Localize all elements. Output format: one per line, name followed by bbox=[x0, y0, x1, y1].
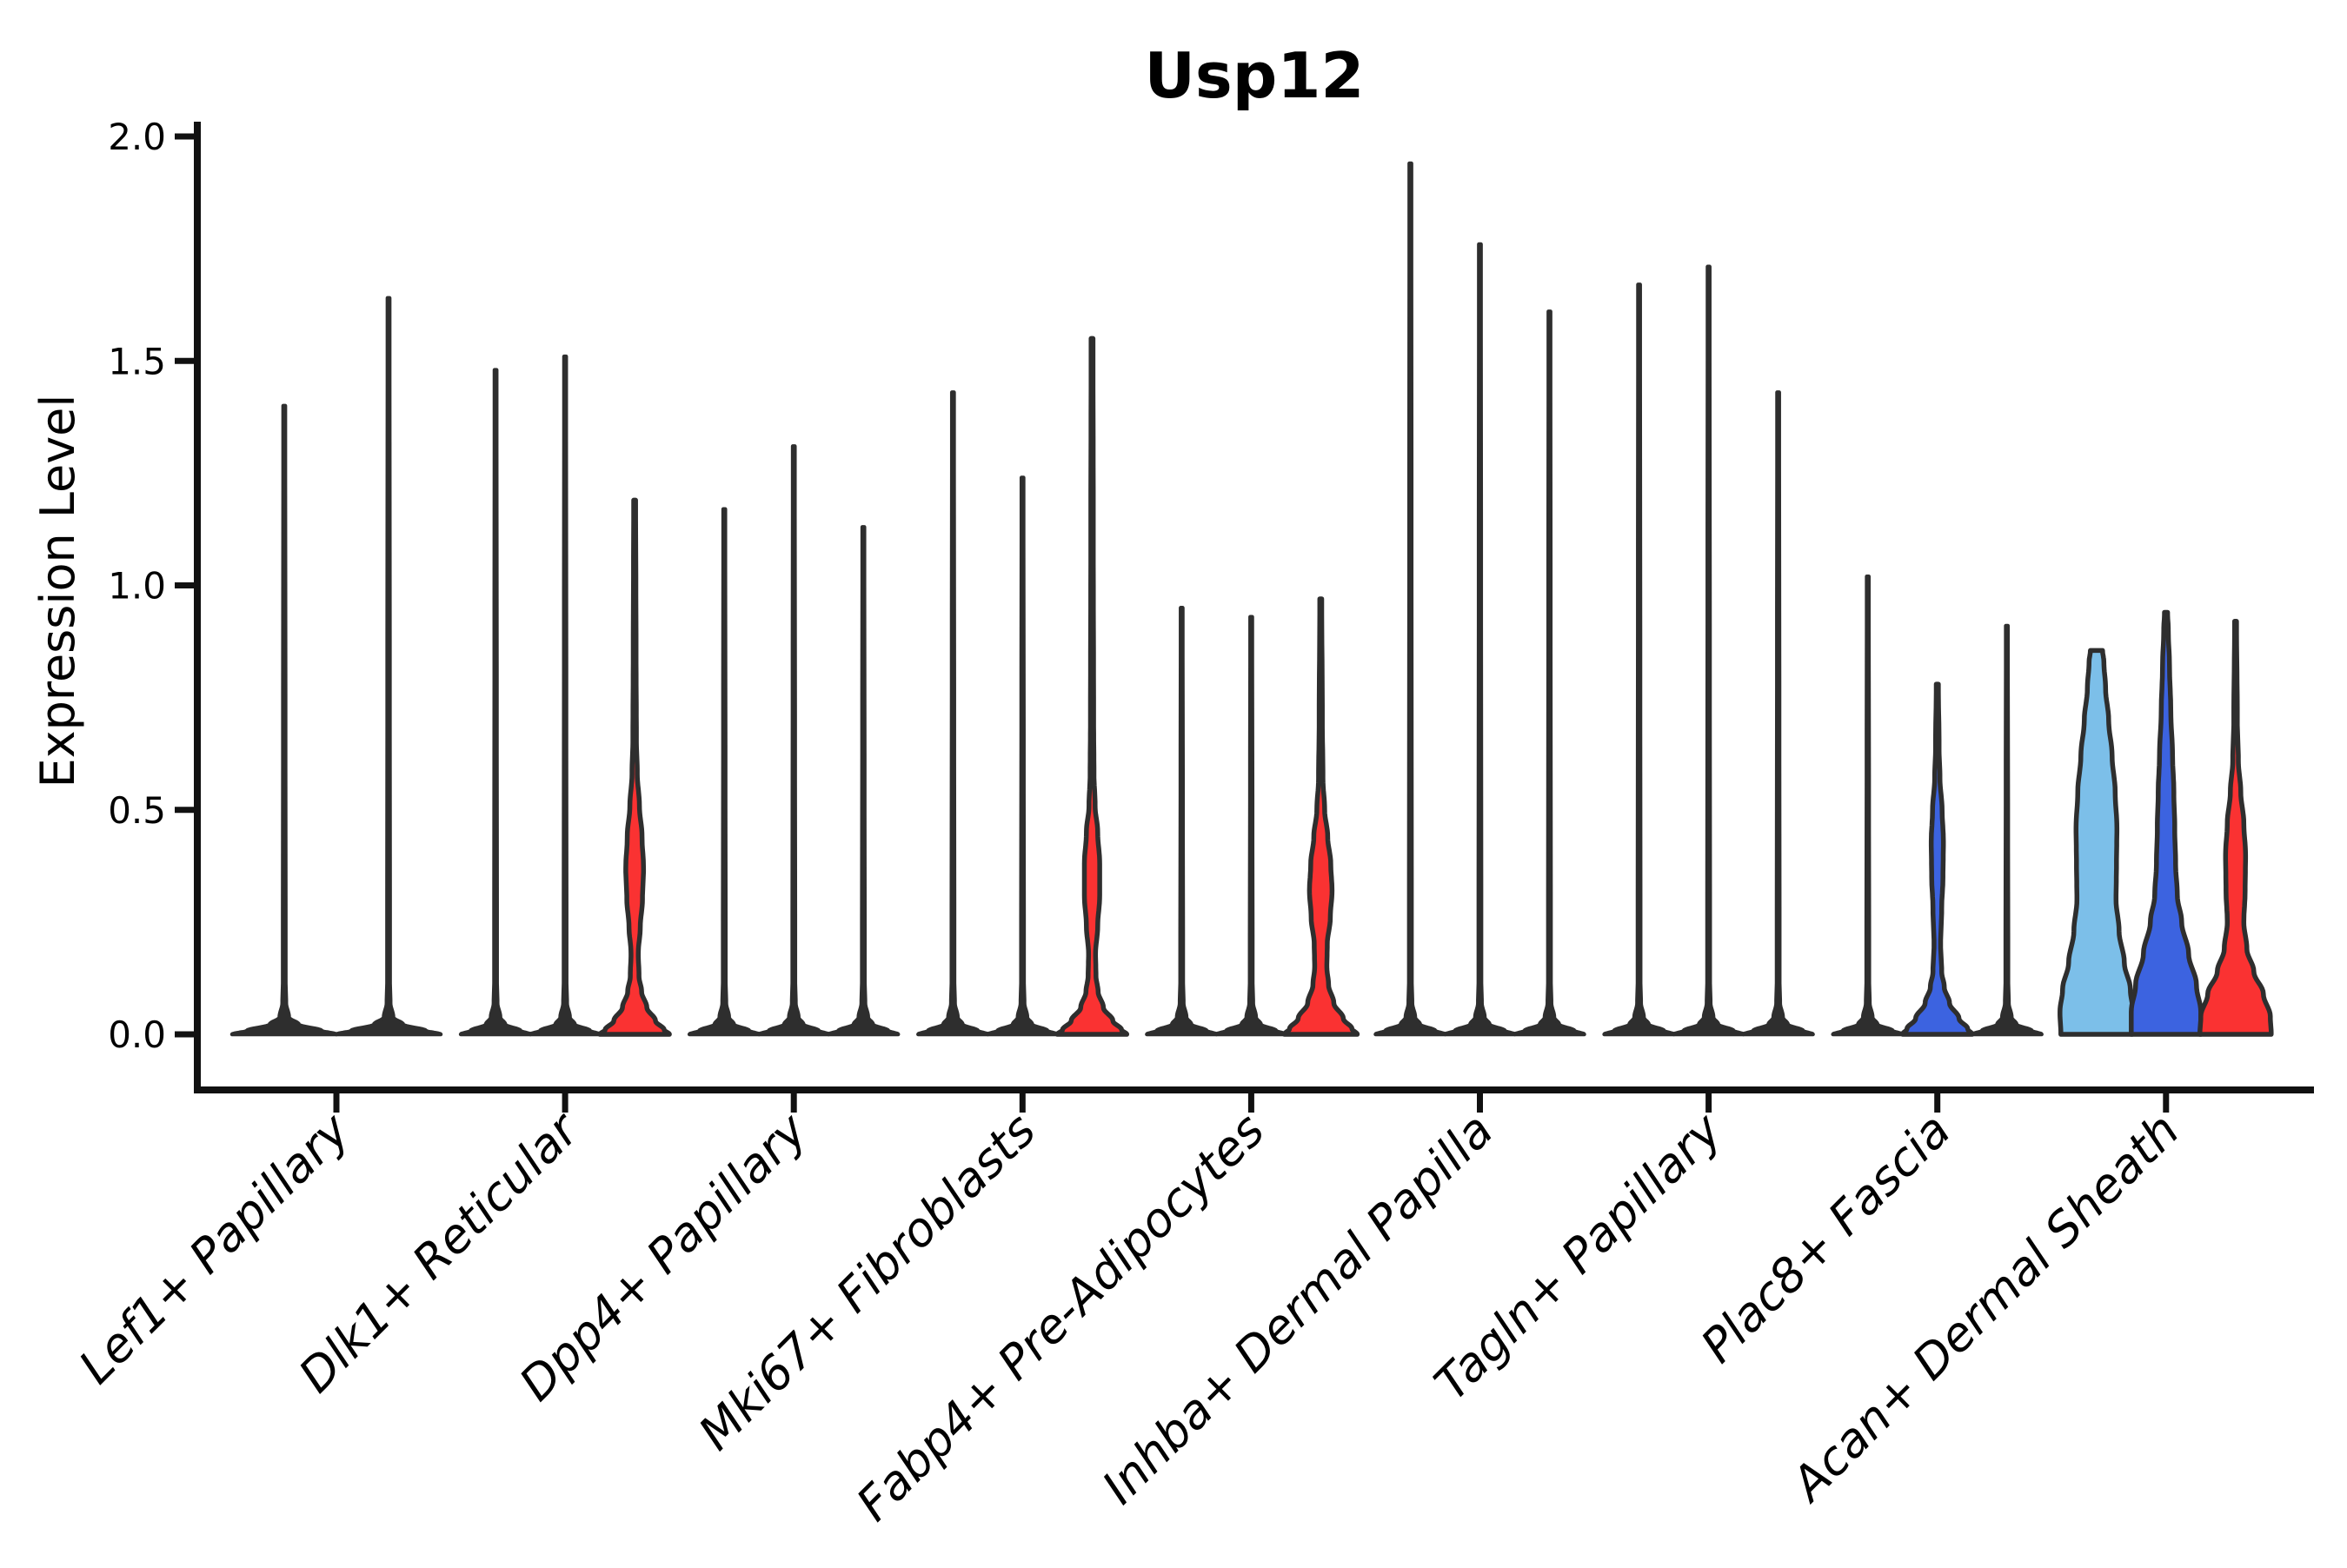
chart-title: Usp12 bbox=[1144, 39, 1364, 112]
violin-1-1 bbox=[528, 354, 602, 1037]
y-tick-label: 1.5 bbox=[108, 340, 166, 382]
violin-2-2 bbox=[826, 525, 901, 1037]
violin-0-1 bbox=[334, 296, 443, 1037]
violin-3-2 bbox=[1054, 336, 1130, 1037]
violin-5-2 bbox=[1513, 309, 1586, 1037]
violin-6-1 bbox=[1672, 264, 1745, 1037]
violin-7-2 bbox=[1970, 623, 2044, 1037]
y-tick-label: 0.0 bbox=[108, 1013, 166, 1056]
violin-2-0 bbox=[687, 507, 761, 1037]
violin-3-1 bbox=[986, 475, 1060, 1037]
violin-5-0 bbox=[1373, 161, 1447, 1037]
y-tick-label: 1.0 bbox=[108, 565, 166, 608]
violin-5-1 bbox=[1443, 242, 1517, 1037]
violin-8-1 bbox=[2129, 609, 2204, 1037]
x-tick-label: Inhba+ Dermal Papilla bbox=[1092, 1103, 1504, 1515]
violin-4-0 bbox=[1145, 606, 1219, 1037]
violin-4-2 bbox=[1281, 596, 1360, 1037]
y-axis-label: Expression Level bbox=[30, 395, 85, 788]
violin-8-2 bbox=[2197, 619, 2274, 1037]
violin-1-0 bbox=[458, 368, 533, 1037]
violin-2-1 bbox=[756, 444, 831, 1037]
axes bbox=[175, 122, 2314, 1113]
y-tick-label: 0.5 bbox=[108, 789, 166, 832]
violin-8-0 bbox=[2058, 648, 2136, 1037]
violin-7-1 bbox=[1899, 681, 1975, 1037]
violin-6-0 bbox=[1602, 282, 1676, 1037]
y-tick-label: 2.0 bbox=[108, 116, 166, 158]
violin-series bbox=[229, 161, 2274, 1037]
violin-7-0 bbox=[1831, 574, 1905, 1037]
violin-1-2 bbox=[597, 497, 672, 1037]
x-tick-label: Fabp4+ Pre-Adipocytes bbox=[846, 1103, 1274, 1531]
violin-3-0 bbox=[916, 390, 990, 1037]
violin-6-2 bbox=[1741, 390, 1815, 1037]
violin-4-1 bbox=[1214, 615, 1288, 1037]
violin-0-0 bbox=[229, 403, 339, 1037]
x-tick-label: Acan+ Dermal Sheath bbox=[1779, 1103, 2190, 1513]
